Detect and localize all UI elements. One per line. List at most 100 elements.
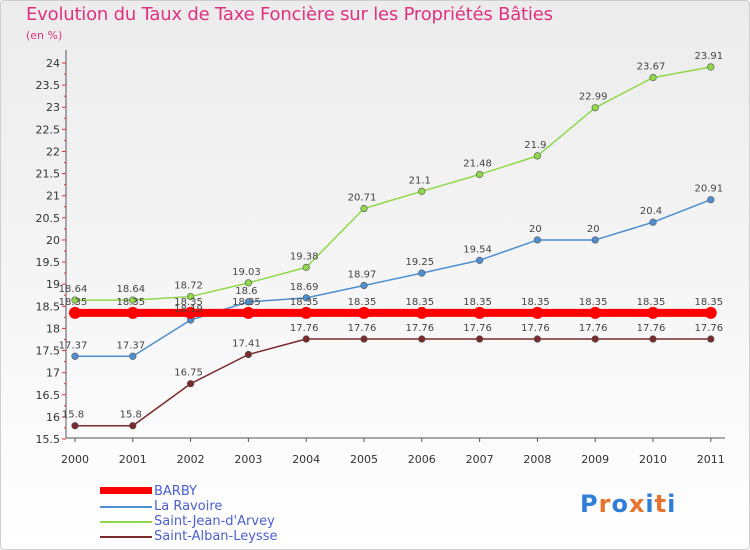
x-tick-label: 2002 — [177, 453, 205, 466]
data-point — [244, 350, 252, 359]
data-point — [69, 306, 81, 319]
y-tick-label: 18.5 — [36, 300, 61, 313]
data-label: 18.35 — [637, 297, 666, 308]
data-point — [591, 104, 599, 112]
y-tick-label: 20.5 — [36, 212, 61, 225]
data-point — [589, 306, 602, 319]
x-tick-label: 2010 — [639, 453, 667, 466]
data-label: 19.25 — [405, 257, 434, 268]
data-label: 20 — [587, 224, 600, 235]
data-point — [533, 335, 542, 343]
data-point — [360, 204, 368, 213]
data-point — [476, 256, 484, 264]
data-label: 20.91 — [694, 184, 723, 195]
data-point — [71, 422, 79, 430]
y-tick-label: 22.5 — [36, 123, 61, 136]
x-tick-label: 2003 — [234, 453, 262, 466]
y-tick-label: 19 — [46, 278, 60, 291]
data-point — [129, 422, 137, 430]
data-point — [591, 335, 599, 343]
data-label: 17.37 — [116, 340, 145, 351]
data-label: 20.4 — [640, 206, 662, 217]
logo-letter: i — [667, 490, 677, 518]
data-point — [187, 292, 195, 301]
data-label: 15.8 — [120, 410, 142, 421]
data-label: 18.35 — [405, 297, 434, 308]
data-point — [533, 152, 542, 160]
data-label: 18.35 — [348, 297, 377, 308]
data-label: 18.35 — [463, 297, 492, 308]
legend-item-saint-jean-d-arvey: Saint-Jean-d'Arvey — [100, 514, 360, 530]
data-label: 18.35 — [116, 297, 145, 308]
data-point — [473, 306, 486, 319]
data-point — [533, 236, 542, 244]
legend-swatch — [100, 521, 152, 523]
data-label: 22.99 — [579, 92, 608, 103]
logo-letter: r — [598, 490, 612, 518]
y-tick-label: 24 — [46, 57, 60, 70]
data-label: 18.35 — [579, 297, 608, 308]
data-label: 17.76 — [694, 323, 723, 334]
data-point — [418, 187, 426, 195]
logo-letter: i — [645, 490, 655, 518]
x-tick-label: 2004 — [292, 453, 320, 466]
data-point — [418, 335, 426, 343]
data-label: 20.71 — [348, 193, 377, 204]
x-tick-label: 2008 — [523, 453, 551, 466]
data-point — [649, 335, 657, 343]
data-label: 21.48 — [463, 158, 492, 169]
data-point — [184, 306, 197, 319]
data-point — [707, 196, 715, 204]
data-label: 17.41 — [232, 339, 261, 350]
data-label: 17.76 — [405, 323, 434, 334]
legend-item-barby: BARBY — [100, 484, 360, 500]
data-label: 23.91 — [694, 51, 723, 62]
data-point — [71, 296, 79, 304]
data-label: 23.67 — [637, 62, 666, 73]
legend-swatch — [100, 506, 152, 508]
data-point — [242, 306, 255, 319]
y-tick-label: 21 — [46, 190, 60, 203]
data-label: 17.76 — [521, 323, 550, 334]
y-tick-label: 18 — [46, 322, 60, 335]
data-label: 21.1 — [409, 175, 431, 186]
y-tick-label: 23.5 — [36, 79, 61, 92]
legend-label: BARBY — [154, 484, 197, 499]
data-label: 16.75 — [174, 368, 203, 379]
legend-item-la-ravoire: La Ravoire — [100, 499, 360, 515]
series-line — [75, 66, 711, 301]
data-point — [244, 279, 252, 287]
data-point — [418, 269, 426, 277]
chart-title: Evolution du Taux de Taxe Foncière sur l… — [26, 4, 553, 25]
logo-letter: x — [628, 490, 646, 518]
legend: BARBY La Ravoire Saint-Jean-d'Arvey Sain… — [100, 484, 360, 545]
data-point — [704, 306, 717, 319]
data-point — [129, 352, 137, 360]
logo-letter: o — [611, 490, 629, 518]
legend-label: La Ravoire — [154, 499, 223, 514]
legend-label: Saint-Jean-d'Arvey — [154, 514, 275, 529]
data-point — [531, 306, 544, 319]
x-tick-label: 2011 — [697, 453, 725, 466]
data-label: 20 — [529, 224, 542, 235]
data-label: 18.19 — [174, 304, 203, 315]
data-label: 18.35 — [521, 297, 550, 308]
data-label: 17.76 — [579, 323, 608, 334]
data-label: 18.64 — [59, 284, 88, 295]
data-label: 17.37 — [59, 340, 88, 351]
y-tick-label: 23 — [46, 101, 60, 114]
y-tick-label: 21.5 — [36, 168, 61, 181]
data-label: 18.97 — [348, 270, 377, 281]
legend-item-saint-alban-leysse: Saint-Alban-Leysse — [100, 529, 360, 545]
data-point — [126, 306, 139, 319]
data-label: 18.72 — [174, 281, 203, 292]
x-tick-label: 2000 — [61, 453, 89, 466]
data-point — [649, 218, 657, 226]
logo-letter: P — [580, 490, 599, 518]
x-tick-label: 2007 — [466, 453, 494, 466]
data-label: 17.76 — [637, 323, 666, 334]
data-label: 18.35 — [290, 297, 319, 308]
logo-letter: t — [654, 490, 668, 518]
data-point — [129, 296, 137, 304]
